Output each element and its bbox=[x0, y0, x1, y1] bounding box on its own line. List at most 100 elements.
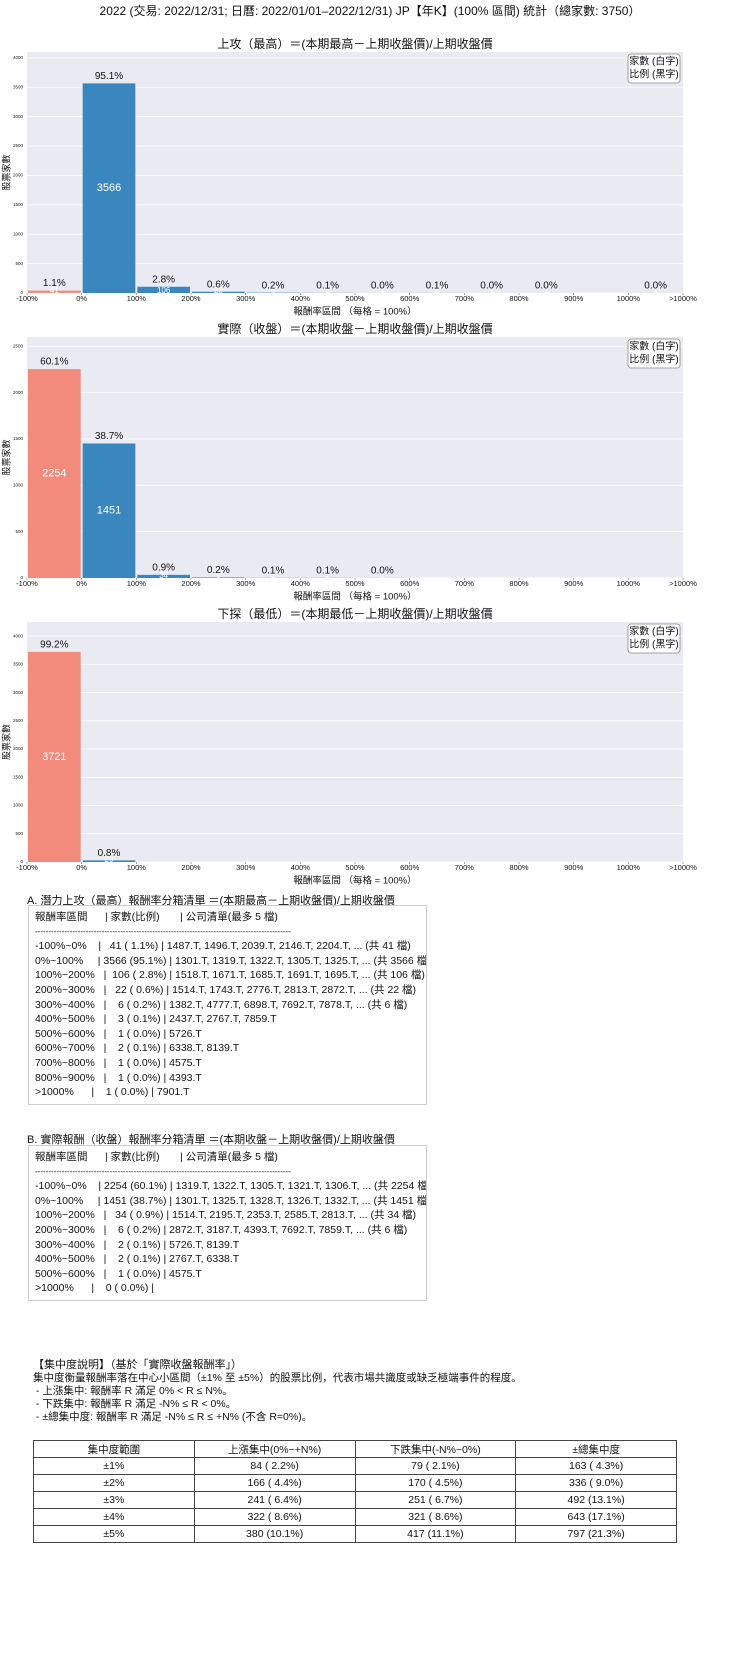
y-tick-label: 3000 bbox=[13, 114, 24, 119]
table-header-cell: 下跌集中(-N%~0%) bbox=[354, 1440, 517, 1458]
x-tick-label: 800% bbox=[509, 579, 529, 588]
y-tick-label: 1000 bbox=[13, 231, 24, 236]
x-tick-label: 300% bbox=[236, 294, 256, 303]
x-tick-label: 700% bbox=[455, 294, 475, 303]
list-row: 100%~200% | 106 ( 2.8%) | 1518.T, 1671.T… bbox=[35, 969, 425, 982]
percent-label: 0.1% bbox=[316, 280, 339, 291]
y-tick-label: 500 bbox=[15, 831, 23, 836]
list-title: B. 實際報酬（收盤）報酬率分箱清單 ＝(本期收盤－上期收盤價)/上期收盤價 bbox=[27, 1134, 395, 1146]
table-row: ±2% 166 ( 4.4%) 170 ( 4.5%) 336 ( 9.0%) bbox=[33, 1474, 677, 1492]
legend-text: 家數 (白字) bbox=[629, 340, 678, 353]
legend-text: 比例 (黑字) bbox=[629, 638, 678, 651]
y-axis-label: 股票家數 bbox=[0, 154, 11, 190]
y-tick-label: 0 bbox=[20, 290, 23, 295]
list-row: -100%~0% | 41 ( 1.1%) | 1487.T, 1496.T, … bbox=[35, 940, 411, 953]
percent-label: 0.0% bbox=[480, 281, 503, 292]
percent-label: 0.0% bbox=[371, 281, 394, 292]
bar bbox=[137, 574, 190, 578]
x-tick-label: 900% bbox=[564, 579, 584, 588]
table-cell: ±1% bbox=[33, 1457, 195, 1475]
table-header-cell: 集中度範圍 bbox=[33, 1440, 195, 1458]
list-row: 600%~700% | 2 ( 0.1%) | 6338.T, 8139.T bbox=[35, 1042, 240, 1055]
y-tick-label: 4000 bbox=[13, 55, 24, 60]
x-tick-label: 400% bbox=[291, 579, 311, 588]
x-tick-label: 0% bbox=[76, 863, 87, 872]
list-row: 400%~500% | 2 ( 0.1%) | 2767.T, 6338.T bbox=[35, 1253, 240, 1266]
percent-label: 0.9% bbox=[152, 562, 175, 573]
percent-label: 0.1% bbox=[316, 565, 339, 576]
list-row: -100%~0% | 2254 (60.1%) | 1319.T, 1322.T… bbox=[35, 1180, 427, 1193]
y-tick-label: 2000 bbox=[13, 173, 24, 178]
count-label: 1 bbox=[380, 286, 385, 295]
list-row: 800%~900% | 1 ( 0.0%) | 4393.T bbox=[35, 1071, 202, 1084]
count-label: 22 bbox=[214, 286, 223, 295]
percent-label: 0.6% bbox=[207, 279, 230, 290]
list-separator: ----------------------------------------… bbox=[35, 926, 291, 936]
x-tick-label: 0% bbox=[76, 294, 87, 303]
percent-label: 38.7% bbox=[95, 431, 123, 442]
table-row: ±1% 84 ( 2.2%) 79 ( 2.1%) 163 ( 4.3%) bbox=[33, 1457, 677, 1475]
x-tick-label: >1000% bbox=[669, 863, 697, 872]
legend-box bbox=[627, 623, 681, 654]
legend-text: 家數 (白字) bbox=[629, 625, 678, 638]
percent-label: 0.1% bbox=[262, 565, 285, 576]
bar bbox=[28, 290, 81, 293]
x-axis-label: 報酬率區間 （每格 = 100%） bbox=[293, 591, 416, 603]
y-tick-label: 2500 bbox=[13, 343, 24, 348]
x-tick-label: 600% bbox=[400, 863, 420, 872]
concentration-line: 集中度衡量報酬率落在中心小區間（±1% 至 ±5%）的股票比例，代表市場共識度或… bbox=[33, 1372, 522, 1384]
table-cell: ±5% bbox=[33, 1525, 195, 1543]
table-cell: 322 ( 8.6%) bbox=[193, 1508, 356, 1526]
list-row: 100%~200% | 34 ( 0.9%) | 1514.T, 2195.T,… bbox=[35, 1209, 417, 1222]
table-header-row: 集中度範圍 上漲集中(0%~+N%) 下跌集中(-N%~0%) ±總集中度 bbox=[33, 1440, 677, 1458]
count-label: 1 bbox=[489, 286, 494, 295]
count-label: 2 bbox=[325, 571, 330, 580]
x-tick-label: 300% bbox=[236, 863, 256, 872]
x-tick-label: >1000% bbox=[669, 579, 697, 588]
legend-text: 比例 (黑字) bbox=[629, 353, 678, 366]
x-tick-label: 700% bbox=[455, 863, 475, 872]
table-cell: 492 (13.1%) bbox=[515, 1491, 677, 1509]
percent-label: 0.0% bbox=[371, 566, 394, 577]
concentration-table: 集中度範圍 上漲集中(0%~+N%) 下跌集中(-N%~0%) ±總集中度 ±1% 84 … bbox=[33, 1440, 677, 1543]
list-row: 0%~100% | 1451 (38.7%) | 1301.T, 1325.T,… bbox=[35, 1194, 427, 1207]
x-tick-label: 300% bbox=[236, 579, 256, 588]
list-row: 200%~300% | 22 ( 0.6%) | 1514.T, 1743.T,… bbox=[35, 983, 417, 996]
x-tick-label: 100% bbox=[127, 294, 147, 303]
y-tick-label: 3500 bbox=[13, 84, 24, 89]
y-axis-label: 股票家數 bbox=[0, 439, 11, 475]
table-cell: ±2% bbox=[33, 1474, 195, 1492]
table-cell: 417 (11.1%) bbox=[354, 1525, 517, 1543]
count-label: 106 bbox=[157, 286, 171, 295]
count-label: 2 bbox=[435, 286, 440, 295]
charts: 上攻（最高）＝(本期最高－上期收盤價)/上期收盤價050010001500200… bbox=[0, 36, 697, 886]
list-header: 報酬率區間 | 家數(比例) | 公司清單(最多 5 檔) bbox=[35, 911, 278, 923]
list-title: A. 潛力上攻（最高）報酬率分箱清單 ＝(本期最高－上期收盤價)/上期收盤價 bbox=[27, 895, 395, 907]
list-row: 700%~800% | 1 ( 0.0%) | 4575.T bbox=[35, 1056, 202, 1069]
count-label: 1 bbox=[380, 571, 385, 580]
x-tick-label: 100% bbox=[127, 579, 147, 588]
bar bbox=[82, 860, 136, 862]
table-cell: 643 (17.1%) bbox=[515, 1508, 677, 1526]
concentration-line: - 上漲集中: 報酬率 R 滿足 0% < R ≤ N%。 bbox=[33, 1385, 233, 1397]
list-row: 500%~600% | 1 ( 0.0%) | 4575.T bbox=[35, 1267, 202, 1280]
x-tick-label: 800% bbox=[509, 294, 529, 303]
table-row: ±4% 322 ( 8.6%) 321 ( 8.6%) 643 (17.1%) bbox=[33, 1508, 677, 1526]
table-cell: 163 ( 4.3%) bbox=[515, 1457, 677, 1475]
list-row: >1000% | 1 ( 0.0%) | 7901.T bbox=[35, 1086, 190, 1099]
y-tick-label: 4000 bbox=[13, 633, 24, 638]
y-tick-label: 3000 bbox=[13, 690, 24, 695]
table-cell: 251 ( 6.7%) bbox=[354, 1491, 517, 1509]
x-tick-label: 500% bbox=[345, 863, 365, 872]
table-cell: 321 ( 8.6%) bbox=[354, 1508, 517, 1526]
table-cell: 797 (21.3%) bbox=[515, 1525, 677, 1543]
percent-label: 1.1% bbox=[43, 278, 66, 289]
y-tick-label: 1000 bbox=[13, 803, 24, 808]
y-tick-label: 500 bbox=[15, 529, 23, 534]
x-tick-label: 700% bbox=[455, 579, 475, 588]
concentration-line: - 下跌集中: 報酬率 R 滿足 -N% ≤ R < 0%。 bbox=[33, 1398, 237, 1410]
bar bbox=[137, 286, 190, 293]
x-tick-label: 1000% bbox=[617, 863, 641, 872]
percent-label: 99.2% bbox=[40, 640, 68, 651]
x-tick-label: 400% bbox=[291, 863, 311, 872]
